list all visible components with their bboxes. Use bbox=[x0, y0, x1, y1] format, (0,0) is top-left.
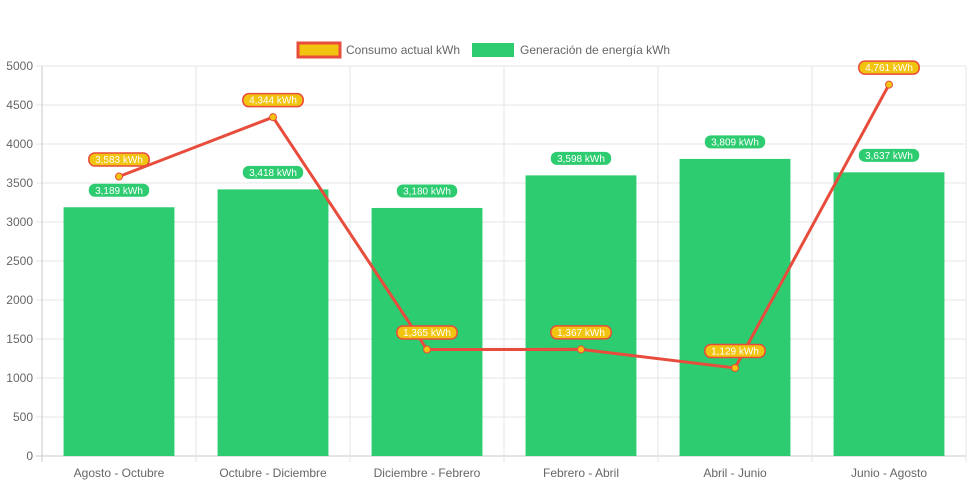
data-label-generacion-text: 3,809 kWh bbox=[711, 137, 759, 148]
point-consumo[interactable] bbox=[115, 172, 123, 181]
data-label-consumo-text: 4,761 kWh bbox=[865, 63, 913, 74]
data-label-generacion-text: 3,418 kWh bbox=[249, 168, 297, 179]
data-label-generacion: 3,180 kWh bbox=[396, 184, 458, 198]
x-tick-label: Abril - Junio bbox=[703, 466, 767, 480]
point-consumo[interactable] bbox=[731, 363, 739, 372]
x-tick-label: Agosto - Octubre bbox=[74, 466, 165, 480]
data-label-generacion-bg bbox=[704, 135, 766, 149]
bar-generacion[interactable] bbox=[679, 158, 791, 456]
data-label-consumo-bg bbox=[858, 60, 920, 75]
bar-generacion[interactable] bbox=[833, 172, 945, 456]
data-label-consumo-text: 3,583 kWh bbox=[95, 155, 143, 166]
data-label-consumo-bg bbox=[550, 325, 612, 340]
legend-label-consumo: Consumo actual kWh bbox=[346, 43, 460, 57]
line-series bbox=[115, 80, 893, 372]
data-label-generacion-text: 3,180 kWh bbox=[403, 186, 451, 197]
y-tick-label: 3500 bbox=[6, 176, 33, 190]
data-label-generacion: 3,418 kWh bbox=[242, 165, 304, 179]
data-label-consumo-bg bbox=[88, 152, 150, 167]
x-tick-label: Diciembre - Febrero bbox=[374, 466, 481, 480]
data-label-generacion-text: 3,637 kWh bbox=[865, 151, 913, 162]
data-label-consumo-bg bbox=[396, 325, 458, 340]
data-label-consumo-text: 1,129 kWh bbox=[711, 346, 759, 357]
x-tick-label: Junio - Agosto bbox=[851, 466, 927, 480]
y-tick-label: 2500 bbox=[6, 254, 33, 268]
data-label-generacion-text: 3,598 kWh bbox=[557, 154, 605, 165]
legend-swatch-generacion bbox=[472, 43, 514, 57]
point-consumo[interactable] bbox=[423, 345, 431, 354]
x-axis: Agosto - Octubre Octubre - Diciembre Dicie… bbox=[74, 466, 928, 480]
y-tick-label: 3000 bbox=[6, 215, 33, 229]
line-consumo bbox=[118, 83, 891, 370]
y-tick-label: 5000 bbox=[6, 59, 33, 73]
data-label-generacion-bg bbox=[396, 184, 458, 198]
y-tick-label: 1500 bbox=[6, 332, 33, 346]
data-label-consumo-text: 1,367 kWh bbox=[557, 328, 605, 339]
x-tick-label: Febrero - Abril bbox=[543, 466, 619, 480]
data-label-consumo-text: 4,344 kWh bbox=[249, 96, 297, 107]
data-label-consumo: 1,367 kWh bbox=[550, 325, 612, 340]
y-axis: 0 500 1000 1500 2000 2500 3000 3500 4000 4500 5000 bbox=[6, 59, 33, 463]
data-label-consumo: 1,365 kWh bbox=[396, 325, 458, 340]
bar-series bbox=[63, 158, 945, 456]
y-tick-label: 1000 bbox=[6, 371, 33, 385]
point-consumo[interactable] bbox=[577, 345, 585, 354]
y-tick-label: 0 bbox=[26, 449, 33, 463]
y-tick-label: 4000 bbox=[6, 137, 33, 151]
data-label-consumo-bg bbox=[704, 343, 766, 359]
data-label-generacion: 3,189 kWh bbox=[88, 183, 150, 197]
data-label-consumo: 4,761 kWh bbox=[858, 60, 920, 75]
bar-generacion[interactable] bbox=[217, 189, 329, 456]
data-label-generacion-bg bbox=[242, 165, 304, 179]
data-label-generacion-bg bbox=[88, 183, 150, 197]
data-labels: 3,189 kWh 3,418 kWh 3,180 kWh 3,598 kWh 3,80… bbox=[88, 60, 920, 359]
y-tick-label: 500 bbox=[13, 410, 33, 424]
data-label-generacion: 3,637 kWh bbox=[858, 148, 920, 162]
data-label-generacion: 3,598 kWh bbox=[550, 151, 612, 165]
y-tick-label: 2000 bbox=[6, 293, 33, 307]
bar-generacion[interactable] bbox=[63, 207, 175, 456]
data-label-consumo: 1,129 kWh bbox=[704, 343, 766, 359]
y-tick-label: 4500 bbox=[6, 98, 33, 112]
legend-label-generacion: Generación de energía kWh bbox=[520, 43, 670, 57]
data-label-generacion-bg bbox=[550, 151, 612, 165]
legend-item-generacion[interactable]: Generación de energía kWh bbox=[472, 43, 670, 57]
legend-item-consumo[interactable]: Consumo actual kWh bbox=[296, 41, 460, 59]
data-label-generacion: 3,809 kWh bbox=[704, 135, 766, 149]
point-consumo[interactable] bbox=[269, 113, 277, 122]
data-label-consumo-text: 1,365 kWh bbox=[403, 328, 451, 339]
data-label-consumo-bg bbox=[242, 92, 304, 108]
grid bbox=[36, 65, 967, 462]
data-label-generacion-bg bbox=[858, 148, 920, 162]
bar-generacion[interactable] bbox=[525, 175, 637, 456]
data-label-consumo: 4,344 kWh bbox=[242, 92, 304, 108]
data-label-consumo: 3,583 kWh bbox=[88, 152, 150, 167]
data-label-generacion-text: 3,189 kWh bbox=[95, 186, 143, 197]
point-consumo[interactable] bbox=[885, 80, 893, 89]
legend-swatch-consumo bbox=[296, 41, 342, 59]
x-tick-label: Octubre - Diciembre bbox=[219, 466, 327, 480]
legend: Consumo actual kWh Generación de energía… bbox=[296, 41, 670, 59]
